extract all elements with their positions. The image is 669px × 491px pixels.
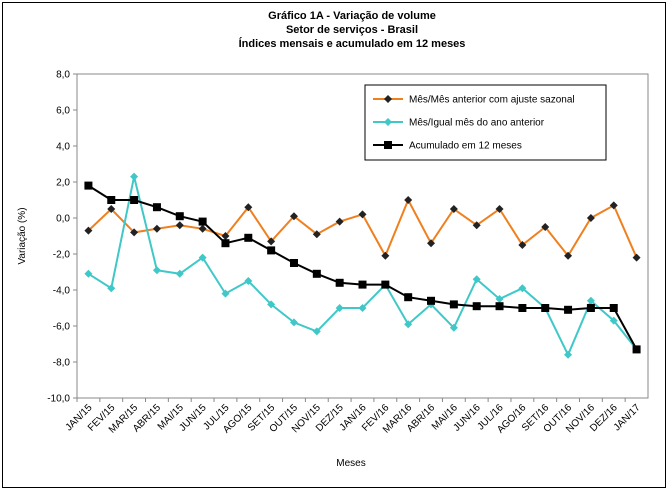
point <box>586 296 595 305</box>
point <box>358 304 367 312</box>
point <box>267 300 276 309</box>
point <box>427 296 436 305</box>
point <box>381 280 390 289</box>
point <box>198 224 207 233</box>
legend-label: Acumulado em 12 meses <box>409 141 522 152</box>
point <box>564 251 573 260</box>
y-tick-label: -4,0 <box>53 286 71 297</box>
point <box>609 304 618 312</box>
point <box>84 181 93 190</box>
point <box>381 251 390 260</box>
legend-label: Mês/Mês anterior com ajuste sazonal <box>409 95 575 106</box>
point <box>244 203 253 212</box>
point <box>449 205 458 213</box>
y-tick-label: 2,0 <box>56 178 70 189</box>
legend-box <box>364 84 607 161</box>
point <box>472 275 481 284</box>
legend: Mês/Mês anterior com ajuste sazonal Mês/I… <box>364 84 607 161</box>
legend-marker <box>384 95 392 103</box>
point <box>107 284 116 293</box>
point <box>312 230 321 239</box>
point <box>518 304 527 312</box>
point <box>312 327 321 336</box>
point <box>84 226 93 235</box>
point <box>244 277 253 285</box>
point <box>335 304 344 312</box>
point <box>518 241 527 249</box>
y-tick-label: -8,0 <box>53 358 71 369</box>
point <box>221 239 230 248</box>
y-tick-label: -10,0 <box>47 394 70 405</box>
point <box>289 212 298 221</box>
y-tick-label: 8,0 <box>56 70 70 81</box>
point <box>198 217 207 226</box>
point <box>130 172 139 181</box>
point <box>472 302 481 311</box>
point <box>335 217 344 226</box>
chart-title: Gráfico 1A - Variação de volume <box>268 10 436 22</box>
point <box>449 300 458 309</box>
x-axis-label: Meses <box>336 458 365 469</box>
point <box>632 253 641 262</box>
point <box>84 269 93 278</box>
point <box>495 205 504 213</box>
point <box>404 320 413 329</box>
point <box>107 205 116 213</box>
plot-area <box>76 73 649 399</box>
point <box>586 304 595 312</box>
point <box>541 304 550 312</box>
point <box>221 232 230 240</box>
point <box>472 221 481 230</box>
point <box>518 284 527 293</box>
y-tick-label: -6,0 <box>53 322 71 333</box>
point <box>404 196 413 204</box>
point <box>358 210 367 219</box>
point <box>404 293 413 302</box>
y-tick-label: 0,0 <box>56 214 70 225</box>
point <box>541 223 550 231</box>
legend-marker <box>384 118 392 126</box>
chart-subtitle: Setor de serviços - Brasil <box>286 24 418 36</box>
point <box>198 253 207 262</box>
point <box>152 224 161 233</box>
chart-subtitle: Índices mensais e acumulado em 12 meses <box>239 37 466 50</box>
point <box>609 201 618 210</box>
point <box>495 295 504 303</box>
point <box>267 237 276 246</box>
point <box>335 278 344 287</box>
point <box>289 318 298 327</box>
point <box>632 345 641 354</box>
point <box>175 269 184 278</box>
point <box>427 239 436 248</box>
point <box>564 305 573 314</box>
point <box>130 228 139 237</box>
point <box>152 203 161 212</box>
point <box>267 246 276 255</box>
point <box>175 212 184 221</box>
point <box>130 196 139 204</box>
y-tick-label: -2,0 <box>53 250 71 261</box>
y-tick-label: 6,0 <box>56 106 70 117</box>
point <box>221 289 230 298</box>
point <box>609 316 618 325</box>
point <box>312 269 321 278</box>
point <box>586 214 595 222</box>
point <box>152 266 161 275</box>
point <box>289 259 298 267</box>
point <box>449 323 458 332</box>
point <box>175 221 184 230</box>
point <box>244 233 253 242</box>
point <box>495 302 504 311</box>
point <box>564 350 573 359</box>
y-axis-label: Variação (%) <box>17 207 28 264</box>
legend-marker <box>384 141 392 149</box>
y-tick-label: 4,0 <box>56 142 70 153</box>
point <box>358 280 367 289</box>
point <box>107 196 116 204</box>
legend-label: Mês/Igual mês do ano anterior <box>409 118 545 129</box>
